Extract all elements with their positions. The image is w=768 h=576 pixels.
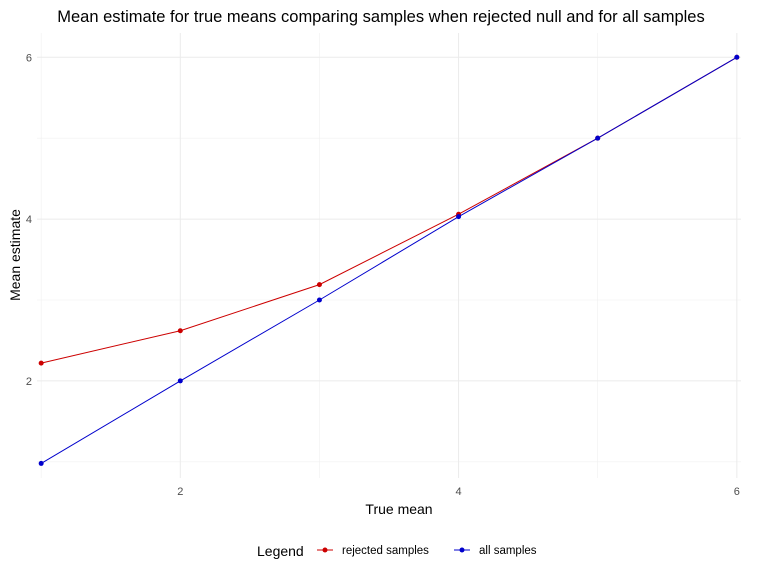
legend-label-rejected-samples: rejected samples (342, 545, 429, 557)
data-point-all-samples (595, 135, 601, 141)
legend-label-all-samples: all samples (479, 545, 537, 557)
grid-layer (37, 33, 741, 478)
data-point-rejected-samples (177, 328, 183, 334)
series-line-all-samples (40, 56, 738, 464)
data-point-all-samples (177, 378, 183, 384)
data-point-all-samples (38, 460, 44, 466)
y-tick-label: 4 (26, 214, 32, 226)
data-point-all-samples (456, 214, 462, 220)
x-axis-title: True mean (365, 501, 432, 517)
chart-title: Mean estimate for true means comparing s… (57, 8, 704, 26)
legend-key-point-rejected-samples (322, 547, 328, 553)
y-axis-title: Mean estimate (7, 209, 23, 301)
data-point-all-samples (316, 297, 322, 303)
x-tick-label: 4 (456, 486, 462, 498)
tick-layer: 2 4 6 2 4 6 (26, 52, 740, 498)
series-layer (38, 54, 740, 466)
legend-title: Legend (257, 543, 304, 559)
y-tick-label: 2 (26, 376, 32, 388)
data-point-rejected-samples (38, 360, 44, 366)
legend: Legend rejected samples all samples (257, 543, 537, 559)
data-point-rejected-samples (316, 282, 322, 288)
data-point-all-samples (734, 54, 740, 60)
y-tick-label: 6 (26, 52, 32, 64)
x-tick-label: 6 (734, 486, 740, 498)
legend-key-point-all-samples (459, 547, 465, 553)
x-tick-label: 2 (177, 486, 183, 498)
